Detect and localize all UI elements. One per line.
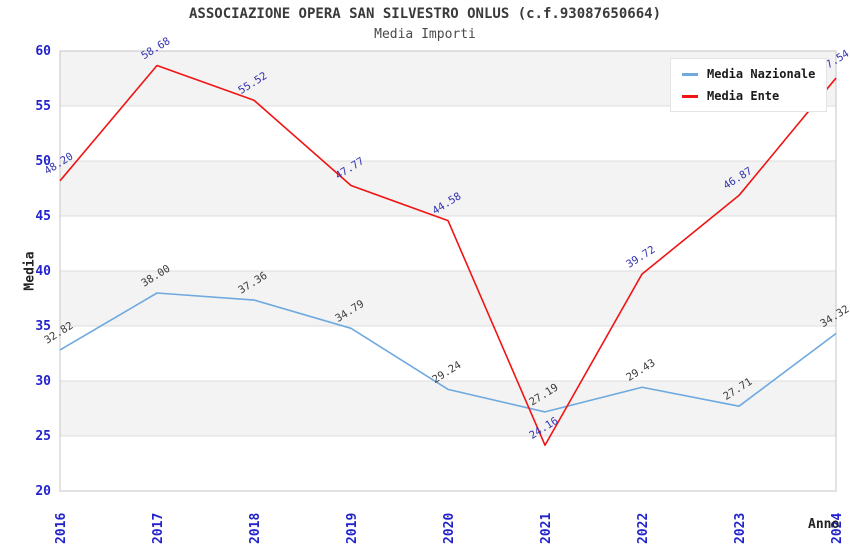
plot-band [60,436,836,491]
y-tick-label: 40 [35,264,51,279]
chart-title: ASSOCIAZIONE OPERA SAN SILVESTRO ONLUS (… [188,6,661,22]
y-tick-label: 25 [35,429,51,444]
x-axis-title: Anno [808,517,840,532]
x-tick-label: 2023 [733,513,748,544]
legend: Media Nazionale Media Ente [670,58,828,112]
chart-subtitle: Media Importi [374,27,476,42]
media-nazionale-line-swatch [682,72,698,76]
y-axis-title: Media [22,251,38,291]
x-tick-label: 2024 [830,513,845,544]
legend-item-media-nazionale: Media Nazionale [682,67,815,81]
plot-band [60,326,836,381]
y-tick-label: 30 [35,374,51,389]
x-tick-label: 2016 [54,513,69,544]
plot-band [60,216,836,271]
x-tick-label: 2019 [345,513,360,544]
legend-item-media-ente: Media Ente [682,89,815,103]
legend-label-media-ente: Media Ente [707,89,780,103]
y-tick-label: 45 [35,209,51,224]
y-tick-label: 60 [35,44,51,59]
y-tick-label: 35 [35,319,51,334]
plot-band [60,271,836,326]
legend-label-media-nazionale: Media Nazionale [707,67,816,81]
plot-band [60,106,836,161]
x-tick-label: 2020 [442,513,457,544]
x-tick-label: 2018 [248,513,263,544]
series-line-media-ente [59,64,837,447]
y-tick-label: 50 [35,154,51,169]
y-tick-label: 20 [35,484,51,499]
x-tick-label: 2021 [539,513,554,544]
y-tick-label: 55 [35,99,51,114]
media-ente-line-swatch [682,94,698,98]
series-line-media-nazionale [59,292,837,413]
x-tick-label: 2022 [636,513,651,544]
plot-band [60,161,836,216]
plot-border [59,50,837,492]
x-tick-label: 2017 [151,513,166,544]
